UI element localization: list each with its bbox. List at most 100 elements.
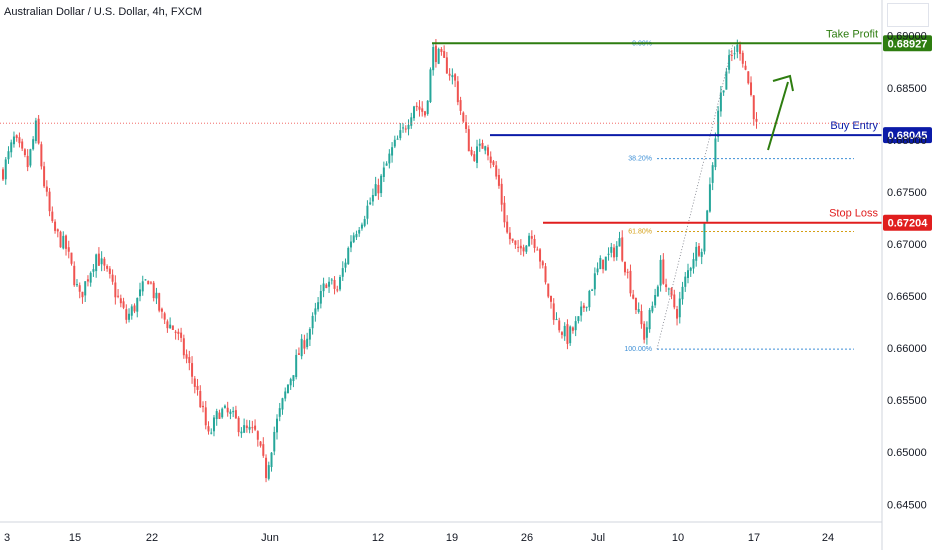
- candle-body: [719, 92, 722, 112]
- candle-body: [207, 426, 210, 432]
- candle-body: [122, 301, 125, 308]
- candle-body: [166, 321, 169, 329]
- candle-body: [10, 142, 13, 153]
- candle-body: [511, 238, 514, 241]
- candle-body: [588, 290, 591, 308]
- candle-body: [256, 431, 259, 440]
- fib-level-label: 38.20%: [628, 156, 652, 163]
- candle-body: [292, 375, 295, 382]
- candle-body: [174, 331, 177, 333]
- candle-body: [26, 155, 29, 168]
- candle-body: [349, 241, 352, 248]
- candle-body: [651, 305, 654, 312]
- candle-body: [18, 137, 21, 144]
- candle-body: [185, 354, 188, 359]
- candle-body: [563, 325, 566, 337]
- candle-body: [70, 252, 73, 264]
- candle-body: [750, 82, 753, 96]
- candle-body: [399, 130, 402, 139]
- time-tick: 15: [69, 532, 81, 544]
- candle-body: [86, 279, 89, 282]
- candle-body: [667, 288, 670, 290]
- candle-body: [739, 44, 742, 54]
- candle-body: [117, 295, 120, 297]
- candle-body: [177, 331, 180, 334]
- candle-body: [445, 57, 448, 74]
- candle-body: [125, 309, 128, 320]
- candle-body: [106, 266, 109, 269]
- candle-body: [75, 284, 78, 286]
- candle-body: [484, 146, 487, 151]
- candle-body: [12, 136, 15, 145]
- candle-body: [15, 135, 18, 139]
- candle-body: [528, 235, 531, 247]
- candle-body: [300, 338, 303, 357]
- candle-body: [602, 259, 605, 270]
- candle-body: [451, 75, 454, 78]
- candle-body: [604, 256, 607, 271]
- stop-loss-label: Stop Loss: [829, 208, 878, 220]
- candle-body: [366, 205, 369, 219]
- candle-body: [355, 234, 358, 238]
- candle-body: [665, 284, 668, 288]
- candle-body: [391, 147, 394, 156]
- candle-body: [273, 431, 276, 452]
- candle-body: [473, 154, 476, 161]
- time-tick: 10: [672, 532, 684, 544]
- price-tick: 0.64500: [887, 499, 927, 511]
- candle-body: [517, 246, 520, 248]
- candle-body: [245, 425, 248, 428]
- candle-body: [89, 272, 92, 283]
- candle-body: [755, 118, 758, 122]
- candle-body: [325, 284, 328, 289]
- candle-body: [741, 52, 744, 64]
- candle-body: [149, 282, 152, 284]
- candle-body: [240, 431, 243, 434]
- candle-body: [344, 262, 347, 268]
- chart-settings-box[interactable]: [887, 3, 929, 27]
- candle-body: [40, 144, 43, 167]
- candle-body: [555, 319, 558, 321]
- candle-body: [363, 219, 366, 226]
- candle-body: [648, 309, 651, 330]
- candle-body: [574, 321, 577, 331]
- candle-body: [530, 236, 533, 239]
- candle-body: [328, 281, 331, 287]
- candle-body: [4, 159, 7, 180]
- candle-body: [108, 268, 111, 274]
- candle-body: [284, 391, 287, 399]
- candle-body: [229, 411, 232, 414]
- candle-body: [421, 108, 424, 112]
- candle-body: [492, 161, 495, 165]
- candle-body: [243, 425, 246, 433]
- candle-body: [180, 332, 183, 338]
- candle-body: [670, 288, 673, 296]
- candle-body: [599, 258, 602, 270]
- candle-body: [497, 174, 500, 186]
- candle-body: [407, 124, 410, 130]
- candle-body: [613, 247, 616, 258]
- candle-body: [119, 298, 122, 304]
- candle-body: [278, 408, 281, 417]
- candle-body: [717, 110, 720, 137]
- candle-body: [722, 90, 725, 93]
- candle-body: [539, 249, 542, 262]
- candle-body: [692, 259, 695, 269]
- candle-body: [500, 183, 503, 205]
- take-profit-price-tag: [883, 35, 932, 52]
- candle-body: [141, 281, 144, 292]
- candle-body: [341, 268, 344, 277]
- candle-body: [503, 202, 506, 223]
- candle-body: [311, 315, 314, 329]
- candle-body: [262, 444, 265, 456]
- candle-body: [95, 254, 98, 272]
- candle-body: [78, 285, 81, 292]
- candle-body: [43, 166, 46, 187]
- candle-body: [733, 53, 736, 55]
- candle-body: [210, 432, 213, 434]
- candle-body: [32, 139, 35, 150]
- candle-body: [92, 269, 95, 272]
- price-tick: 0.68500: [887, 83, 927, 95]
- candle-body: [440, 49, 443, 52]
